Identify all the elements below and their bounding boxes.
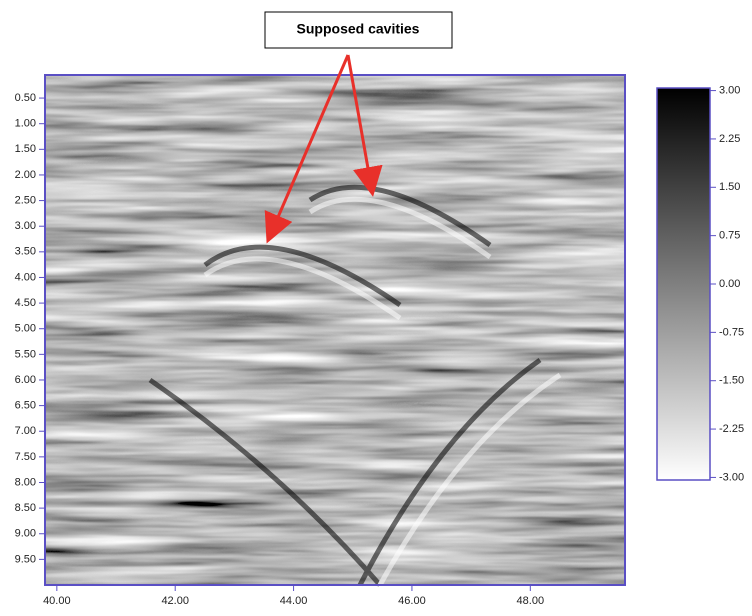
x-tick-label: 42.00 (161, 595, 189, 607)
x-tick-label: 40.00 (43, 595, 71, 607)
x-tick-label: 44.00 (280, 595, 308, 607)
colorbar-tick-label: 0.75 (719, 230, 740, 242)
colorbar (656, 87, 711, 481)
colorbar-tick-label: -2.25 (719, 423, 744, 435)
y-tick-label: 4.00 (15, 271, 36, 283)
y-tick-label: 5.50 (15, 348, 36, 360)
y-tick-label: 1.50 (15, 143, 36, 155)
x-tick-label: 46.00 (398, 595, 426, 607)
colorbar-tick-label: -3.00 (719, 471, 744, 483)
y-tick-label: 1.00 (15, 118, 36, 130)
radargram (45, 75, 625, 585)
y-tick-label: 9.50 (15, 553, 36, 565)
y-tick-label: 6.50 (15, 400, 36, 412)
y-tick-label: 6.00 (15, 374, 36, 386)
reflections (148, 184, 562, 587)
y-tick-label: 3.00 (15, 220, 36, 232)
annotation: Supposed cavities (297, 21, 420, 37)
y-tick-label: 8.00 (15, 476, 36, 488)
arrows (264, 54, 383, 244)
y-tick-label: 8.50 (15, 502, 36, 514)
y-tick-label: 0.50 (15, 92, 36, 104)
y-tick-label: 7.00 (15, 425, 36, 437)
plot-frame (44, 74, 626, 586)
colorbar-tick-label: 1.50 (719, 181, 740, 193)
colorbar-tick-label: 3.00 (719, 84, 740, 96)
annotation-box (264, 11, 453, 49)
y-tick-label: 2.00 (15, 169, 36, 181)
y-tick-label: 5.00 (15, 323, 36, 335)
x-tick-label: 48.00 (517, 595, 545, 607)
colorbar-tick-label: -1.50 (719, 375, 744, 387)
y-tick-label: 7.50 (15, 451, 36, 463)
y-tick-label: 9.00 (15, 528, 36, 540)
y-tick-label: 2.50 (15, 194, 36, 206)
y-tick-label: 3.50 (15, 246, 36, 258)
colorbar-tick-label: 2.25 (719, 133, 740, 145)
y-tick-label: 4.50 (15, 297, 36, 309)
colorbar-tick-label: 0.00 (719, 278, 740, 290)
colorbar-tick-label: -0.75 (719, 326, 744, 338)
